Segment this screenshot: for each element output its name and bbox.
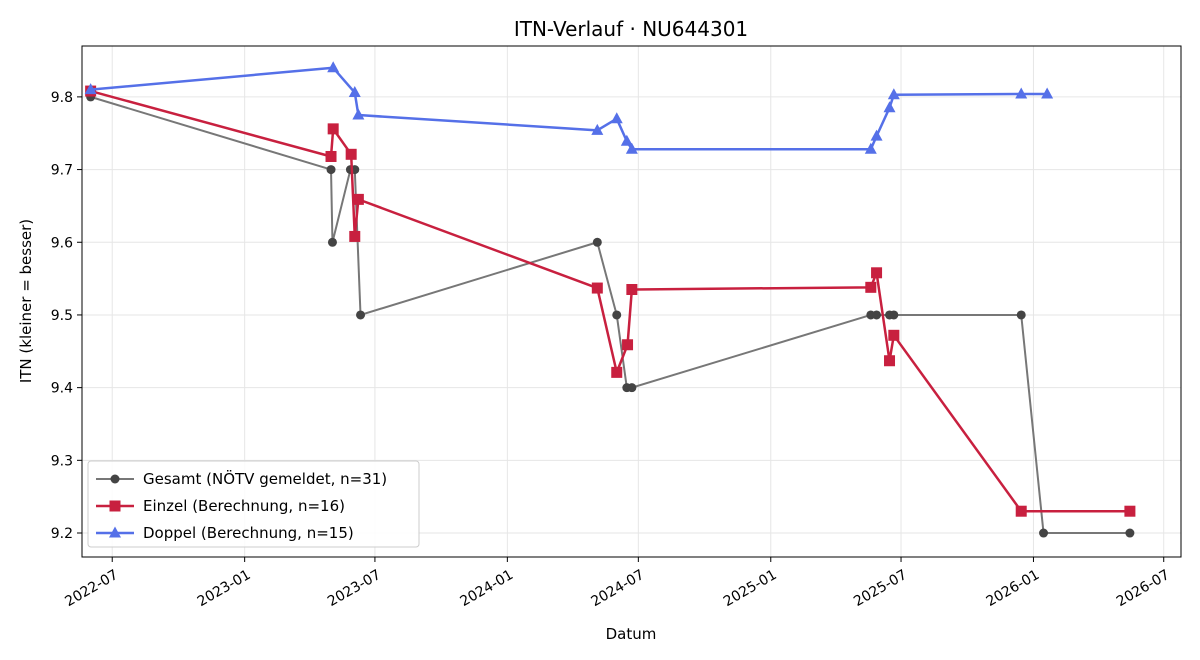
data-point	[625, 142, 638, 154]
data-point	[352, 108, 365, 120]
data-point	[1125, 528, 1135, 538]
y-tick-label: 9.7	[51, 163, 73, 179]
y-tick-label: 9.6	[51, 235, 73, 251]
x-tick-label: 2026-01	[984, 567, 1043, 610]
legend-marker	[109, 500, 121, 512]
data-point	[327, 61, 340, 73]
data-point	[356, 310, 366, 320]
data-point	[327, 237, 337, 247]
data-point	[1039, 528, 1049, 538]
data-point	[865, 281, 877, 293]
x-tick-label: 2026-07	[1114, 567, 1173, 610]
data-point	[611, 366, 623, 378]
data-point	[1015, 87, 1028, 99]
data-point	[889, 310, 899, 320]
data-point	[622, 339, 634, 351]
chart-title: ITN-Verlauf · NU644301	[514, 17, 748, 41]
data-point	[626, 284, 638, 296]
data-point	[612, 310, 622, 320]
data-point	[325, 150, 337, 162]
x-axis-label: Datum	[606, 625, 657, 643]
data-point	[592, 237, 602, 247]
legend-marker	[110, 474, 120, 484]
data-point	[610, 112, 623, 124]
data-point	[884, 355, 896, 367]
plot-area	[84, 61, 1136, 538]
x-tick-label: 2025-01	[721, 567, 780, 610]
series-2	[84, 61, 1054, 154]
series-1	[85, 85, 1136, 517]
x-tick-label: 2022-07	[62, 567, 121, 610]
legend-label: Einzel (Berechnung, n=16)	[143, 497, 345, 515]
y-tick-label: 9.8	[51, 90, 73, 106]
y-tick-label: 9.3	[51, 453, 73, 469]
data-point	[864, 142, 877, 154]
x-tick-label: 2024-07	[588, 567, 647, 610]
legend-label: Gesamt (NÖTV gemeldet, n=31)	[143, 469, 387, 488]
plot-frame	[81, 45, 1182, 558]
data-point	[1015, 505, 1027, 517]
data-point	[345, 148, 357, 160]
x-tick-label: 2023-01	[195, 567, 254, 610]
y-tick-label: 9.2	[51, 526, 73, 542]
data-point	[352, 193, 364, 205]
series-line	[90, 89, 1130, 513]
data-point	[887, 88, 900, 100]
grid	[82, 46, 1181, 557]
x-tick-label: 2025-07	[851, 567, 910, 610]
data-point	[1124, 505, 1136, 517]
data-point	[1016, 310, 1026, 320]
data-point	[888, 329, 900, 341]
data-point	[872, 310, 882, 320]
data-point	[870, 129, 883, 141]
data-point	[326, 165, 336, 175]
data-point	[84, 83, 97, 95]
data-point	[349, 230, 361, 242]
data-point	[591, 123, 604, 135]
series-line	[90, 66, 1048, 151]
data-point	[883, 101, 896, 113]
y-axis-label: ITN (kleiner = besser)	[17, 219, 35, 383]
data-point	[348, 86, 361, 98]
data-point	[620, 134, 633, 146]
data-point	[871, 267, 883, 279]
y-tick-label: 9.4	[51, 381, 73, 397]
legend-marker	[109, 526, 121, 538]
y-tick-label: 9.5	[51, 308, 73, 324]
x-tick-label: 2024-01	[457, 567, 516, 610]
data-point	[1041, 87, 1054, 99]
legend: Gesamt (NÖTV gemeldet, n=31) Einzel (Bere…	[87, 460, 420, 548]
legend-label: Doppel (Berechnung, n=15)	[143, 524, 354, 542]
x-tick-label: 2023-07	[325, 567, 384, 610]
data-point	[591, 282, 603, 294]
data-point	[627, 383, 637, 393]
data-point	[327, 123, 339, 135]
legend-box	[87, 460, 420, 548]
